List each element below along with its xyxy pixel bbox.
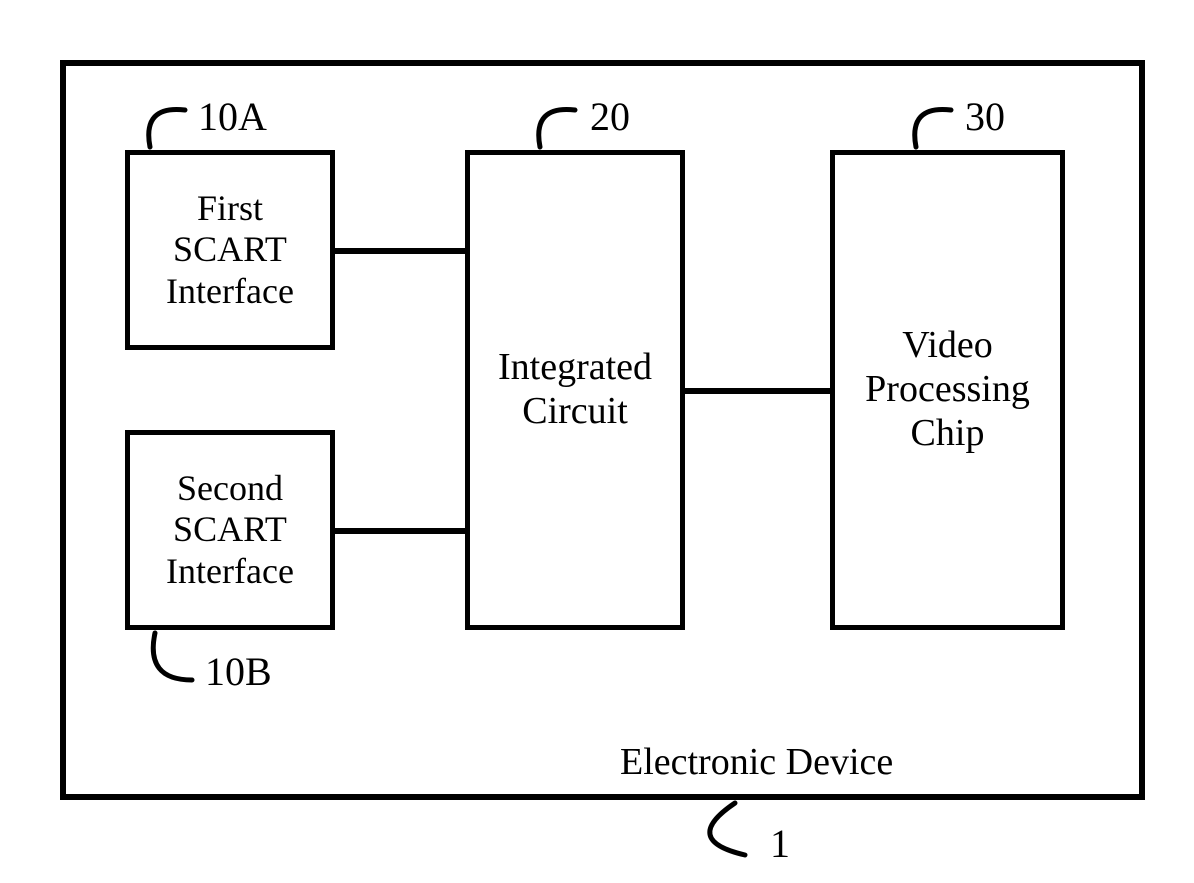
integrated-circuit-block: Integrated Circuit <box>465 150 685 630</box>
first-scart-interface-block: First SCART Interface <box>125 150 335 350</box>
ref-label-10a: 10A <box>198 93 267 140</box>
ref-label-20: 20 <box>590 93 630 140</box>
ref-label-30: 30 <box>965 93 1005 140</box>
video-processing-chip-label: Video Processing Chip <box>865 324 1030 455</box>
connector-scart1-ic <box>335 248 465 254</box>
connector-scart2-ic <box>335 528 465 534</box>
video-processing-chip-block: Video Processing Chip <box>830 150 1065 630</box>
electronic-device-title: Electronic Device <box>620 740 893 784</box>
second-scart-interface-block: Second SCART Interface <box>125 430 335 630</box>
ref-label-10b: 10B <box>205 648 272 695</box>
leader-line-20 <box>522 95 585 157</box>
integrated-circuit-label: Integrated Circuit <box>498 346 652 433</box>
leader-line-1 <box>670 793 755 865</box>
second-scart-interface-label: Second SCART Interface <box>166 468 294 592</box>
first-scart-interface-label: First SCART Interface <box>166 188 294 312</box>
leader-line-10a <box>132 95 195 157</box>
diagram-canvas: First SCART Interface Second SCART Inter… <box>0 0 1194 883</box>
leader-line-30 <box>898 95 961 157</box>
leader-line-10b <box>135 623 202 690</box>
connector-ic-vpc <box>685 388 830 394</box>
ref-label-1: 1 <box>770 820 790 867</box>
